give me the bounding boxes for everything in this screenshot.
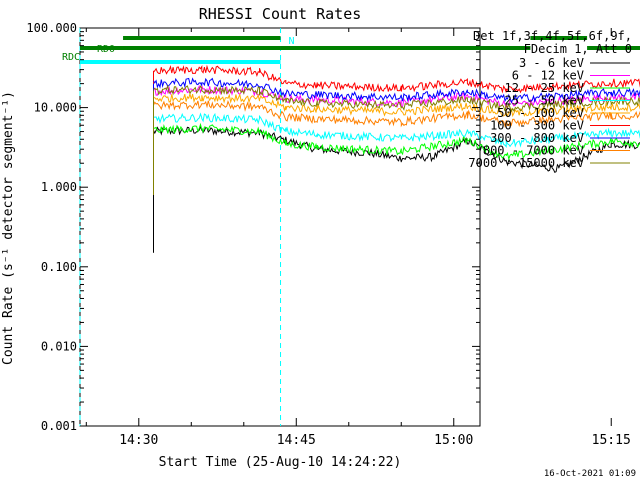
series-lines [152,64,640,253]
legend-entry-label: 100 - 300 keV [490,119,584,133]
plot-frame [79,27,481,427]
series-line [153,122,640,161]
footer-timestamp: 16-Oct-2021 01:09 [544,469,636,479]
legend-header-line-1: Det 1f,3f,4f,5f,6f,9f, [473,29,632,43]
series-line [153,84,640,113]
series-line [153,64,640,94]
flag-label: RD0 [97,44,115,55]
legend-entry-label: 300 - 800 keV [490,131,584,145]
x-tick-label: 15:15 [592,433,631,448]
flag-bars: N RD0 RDC [62,36,640,64]
series-line [153,92,640,118]
series-line [153,77,640,104]
y-tick-label: 100.000 [26,21,77,35]
legend-entry-label: 3 - 6 keV [519,56,584,70]
y-tick-label: 0.001 [41,419,77,433]
x-tick-label: 14:45 [277,433,316,448]
legend-entry-label: 7000 - 15000 keV [468,156,584,170]
legend-entry-label: 12 - 25 keV [505,81,584,95]
legend-entry-label: 25 - 50 keV [505,94,584,108]
legend-header-line-2: FDecim 1, Att 0 [524,42,632,56]
series-line [153,124,640,173]
y-tick-label: 0.100 [41,260,77,274]
legend-entry-label: 800 - 7000 keV [483,144,584,158]
chart-title: RHESSI Count Rates [199,5,362,23]
y-axis-label: Count Rate (s⁻¹ detector segment⁻¹) [1,91,16,365]
legend-entry-label: 6 - 12 keV [512,69,584,83]
y-tick-label: 1.000 [41,180,77,194]
x-tick-label: 15:00 [434,433,473,448]
y-tick-label: 10.000 [34,101,77,115]
x-axis-label: Start Time (25-Aug-10 14:24:22) [159,455,402,470]
series-line [153,112,640,148]
legend-entry-label: 50 - 100 keV [497,106,584,120]
flag-label: N [289,36,295,47]
x-tick-label: 14:30 [119,433,158,448]
legend: Det 1f,3f,4f,5f,6f,9f, FDecim 1, Att 0 3… [468,29,632,170]
y-tick-label: 0.010 [41,339,77,353]
vertical-markers [79,28,282,426]
flag-label: RDC [62,52,80,63]
y-axis: 0.001 0.010 0.100 1.000 10.000 100.000 [26,21,480,433]
